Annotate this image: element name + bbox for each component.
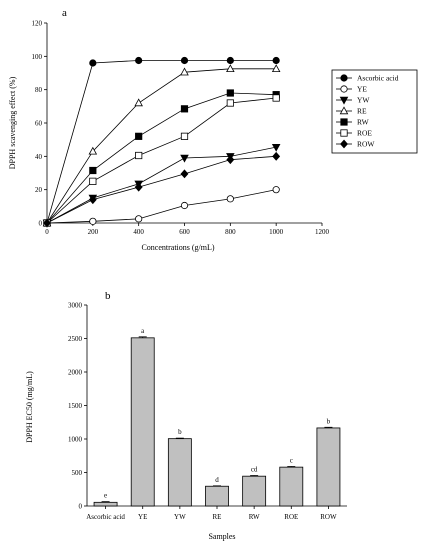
data-point-0-4 xyxy=(227,57,233,63)
x-tick-label: YW xyxy=(174,513,186,521)
significance-label-6: b xyxy=(327,417,331,425)
x-tick-label: ROW xyxy=(320,513,337,521)
data-point-4-1 xyxy=(90,167,96,173)
significance-label-1: a xyxy=(141,327,145,335)
series-line-0 xyxy=(47,61,276,224)
y-tick-label: 20 xyxy=(35,186,43,194)
y-tick-label: 500 xyxy=(72,469,83,477)
significance-label-2: b xyxy=(178,428,182,436)
bar-2 xyxy=(168,439,191,506)
data-point-5-3 xyxy=(181,133,187,139)
data-point-4-4 xyxy=(227,90,233,96)
data-point-3-5 xyxy=(273,65,280,72)
significance-label-3: d xyxy=(215,476,219,484)
bar-1 xyxy=(131,338,154,506)
panel-b-ylabel: DPPH EC50 (mg/mL) xyxy=(25,371,34,443)
y-tick-label: 120 xyxy=(32,20,43,28)
significance-label-5: c xyxy=(290,456,293,464)
legend-marker-0 xyxy=(341,75,347,81)
legend-marker-1 xyxy=(341,86,347,92)
legend: Ascorbic acid YE YW RE RW ROE ROW xyxy=(332,70,417,153)
line-chart-panel-a: 0204060801001200 200 400 600 800 1000 1200 xyxy=(32,20,330,237)
data-point-3-4 xyxy=(227,65,234,72)
data-point-1-3 xyxy=(181,202,187,208)
bar-chart-panel-b: 0 500 1000 1500 2000 2500 3000 e Ascorbic acid a Y… xyxy=(68,302,347,522)
legend-entry-6: ROW xyxy=(357,140,375,149)
bar-4 xyxy=(243,476,266,506)
x-tick-label: 0 xyxy=(45,228,49,236)
significance-label-4: cd xyxy=(251,466,258,474)
panel-a-xlabel: Concentrations (g/mL) xyxy=(141,243,214,252)
data-point-0-1 xyxy=(90,60,96,66)
bar-5 xyxy=(280,467,303,506)
series-line-6 xyxy=(47,156,276,223)
x-tick-label: 800 xyxy=(225,228,236,236)
y-tick-label: 40 xyxy=(35,153,43,161)
data-point-4-3 xyxy=(181,106,187,112)
x-tick-label: RE xyxy=(213,513,222,521)
significance-label-0: e xyxy=(104,492,107,500)
y-tick-label: 100 xyxy=(32,53,43,61)
y-tick-label: 2000 xyxy=(68,369,83,377)
data-point-1-4 xyxy=(227,196,233,202)
y-tick-label: 1500 xyxy=(68,402,83,410)
data-point-0-2 xyxy=(135,57,141,63)
legend-entry-4: RW xyxy=(357,118,370,127)
data-point-6-3 xyxy=(181,170,188,178)
data-point-6-5 xyxy=(273,153,280,161)
legend-entry-0: Ascorbic acid xyxy=(357,74,399,83)
y-tick-label: 2500 xyxy=(68,335,83,343)
x-tick-label: Ascorbic acid xyxy=(86,513,125,521)
x-tick-label: 200 xyxy=(88,228,99,236)
legend-entry-3: RE xyxy=(357,107,367,116)
data-point-5-5 xyxy=(273,95,279,101)
x-tick-label: 1200 xyxy=(315,228,330,236)
x-tick-label: 1000 xyxy=(269,228,284,236)
data-point-0-3 xyxy=(181,57,187,63)
y-tick-label: 3000 xyxy=(68,302,83,310)
x-tick-label: YE xyxy=(138,513,147,521)
panel-b-label: b xyxy=(105,290,111,302)
y-tick-label: 0 xyxy=(79,503,83,511)
legend-entry-2: YW xyxy=(357,96,370,105)
data-point-6-4 xyxy=(227,156,234,164)
bar-3 xyxy=(205,486,228,506)
y-tick-label: 1000 xyxy=(68,436,83,444)
data-point-0-5 xyxy=(273,57,279,63)
series-line-4 xyxy=(47,93,276,223)
legend-marker-4 xyxy=(341,119,347,125)
data-point-4-2 xyxy=(135,133,141,139)
data-point-3-2 xyxy=(135,99,142,106)
legend-entry-5: ROE xyxy=(357,129,372,138)
bar-0 xyxy=(94,502,117,506)
data-point-5-2 xyxy=(135,152,141,158)
data-point-5-4 xyxy=(227,100,233,106)
bar-6 xyxy=(317,428,340,506)
data-point-5-1 xyxy=(90,178,96,184)
data-point-1-1 xyxy=(90,218,96,224)
data-point-1-5 xyxy=(273,186,279,192)
x-tick-label: 400 xyxy=(133,228,144,236)
legend-entry-1: YE xyxy=(357,85,367,94)
y-tick-label: 60 xyxy=(35,120,43,128)
data-point-1-2 xyxy=(135,216,141,222)
panel-a-label: a xyxy=(62,7,67,19)
y-tick-label: 0 xyxy=(39,220,43,228)
x-tick-label: ROE xyxy=(284,513,298,521)
series-line-1 xyxy=(47,190,276,223)
legend-marker-5 xyxy=(341,130,347,136)
panel-b-xlabel: Samples xyxy=(208,532,235,541)
x-tick-label: 600 xyxy=(179,228,190,236)
x-tick-label: RW xyxy=(249,513,260,521)
data-point-2-3 xyxy=(181,155,188,162)
y-tick-label: 80 xyxy=(35,86,43,94)
panel-a-ylabel: DPPH scavenging effect (%) xyxy=(8,76,17,169)
